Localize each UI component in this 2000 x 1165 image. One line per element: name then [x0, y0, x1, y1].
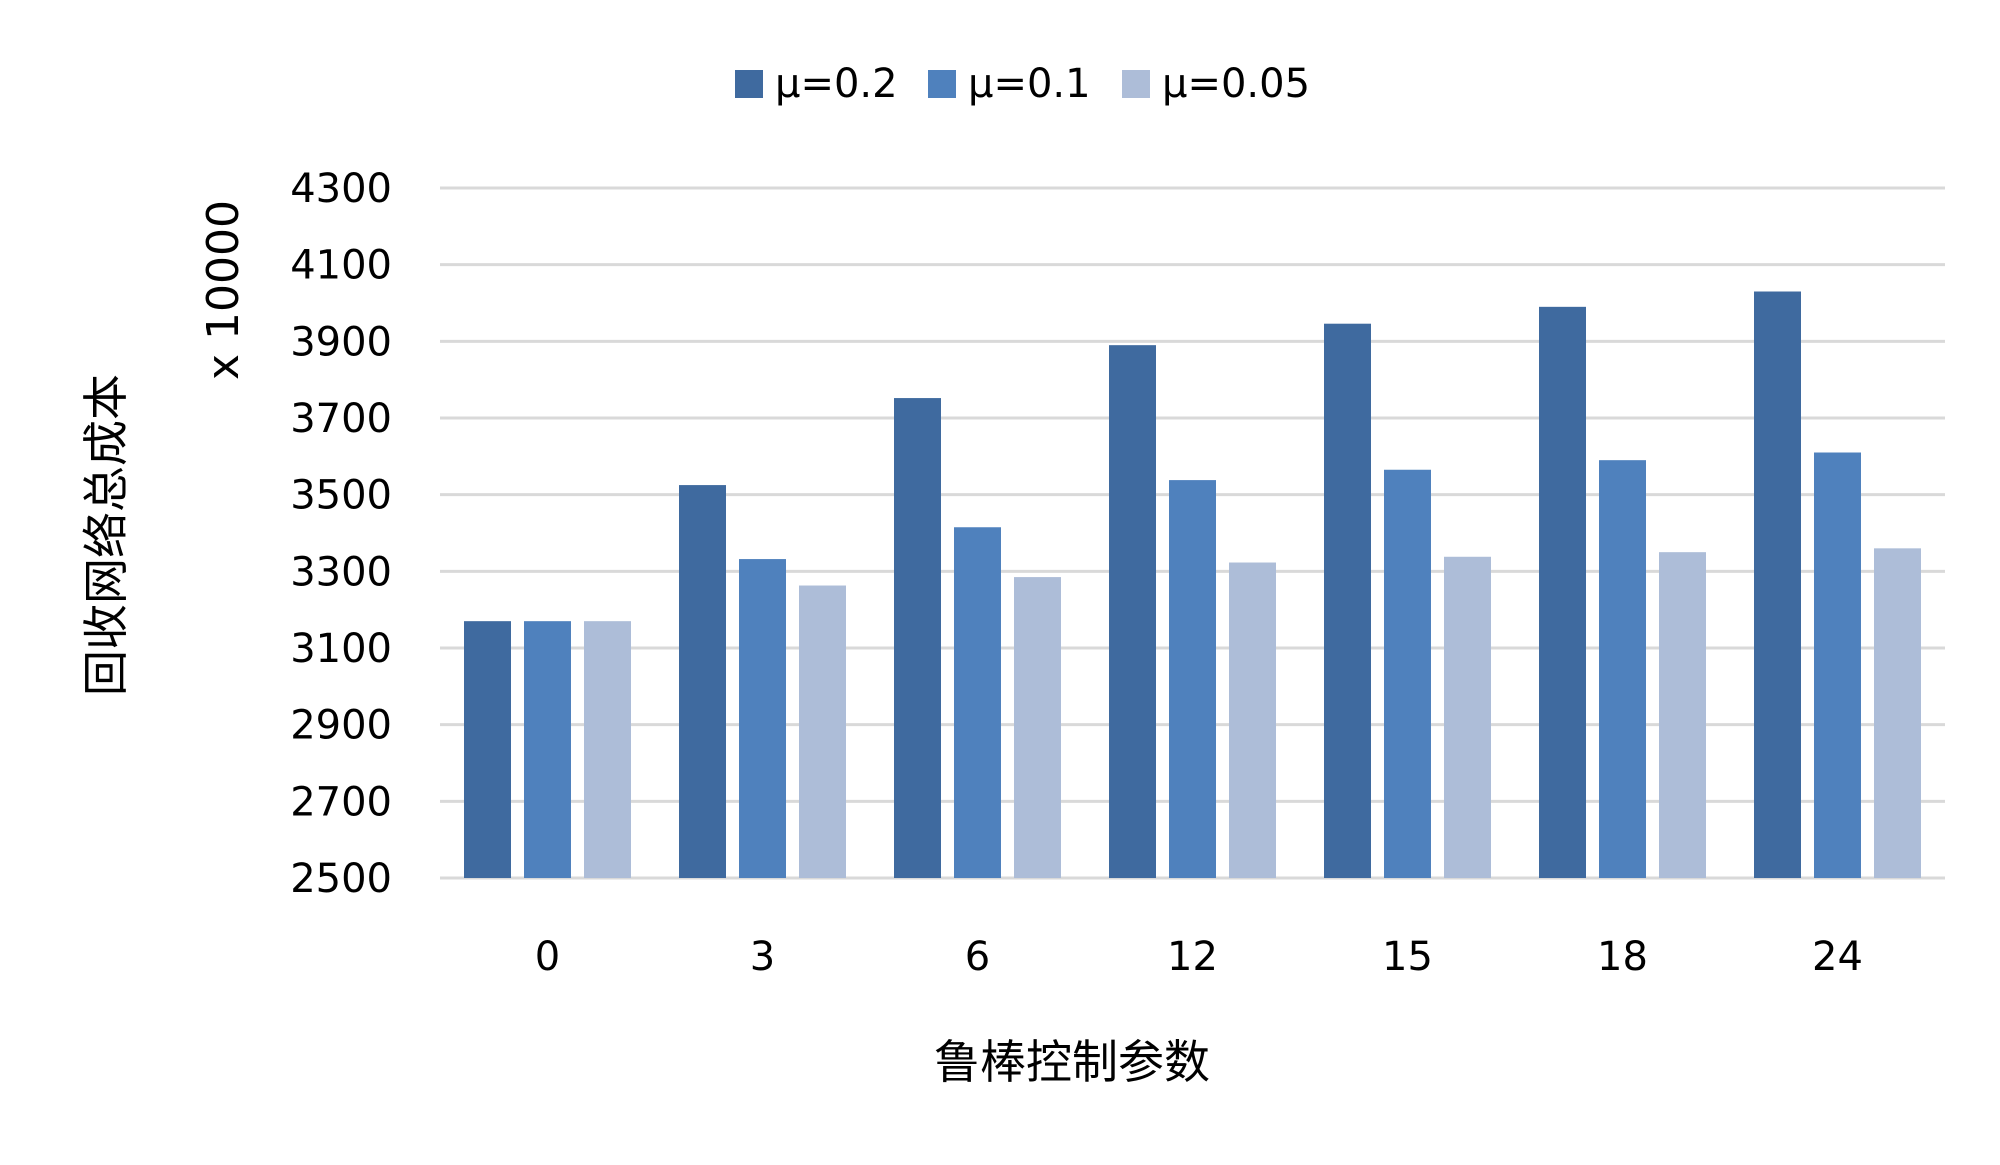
x-tick-label: 6: [965, 934, 990, 980]
y-tick-label: 2900: [290, 703, 392, 749]
bar-μ=0.05-12: [1229, 562, 1276, 878]
bar-μ=0.1-12: [1169, 480, 1216, 878]
x-tick-label: 0: [535, 934, 560, 980]
x-tick-label: 15: [1382, 934, 1433, 980]
y-tick-labels: 2500 2700 2900 3100 3300 3500 3700 3900 4100 4300: [290, 166, 392, 902]
y-axis-title: 回收网络总成本: [79, 374, 133, 696]
legend-label: μ=0.1: [968, 61, 1091, 107]
x-tick-label: 3: [750, 934, 775, 980]
bar-μ=0.2-12: [1109, 345, 1156, 879]
bar-μ=0.2-18: [1539, 306, 1586, 878]
bars: [464, 291, 1921, 879]
y-tick-label: 3500: [290, 473, 392, 519]
bar-μ=0.05-0: [584, 621, 631, 878]
legend-label: μ=0.2: [775, 61, 898, 107]
legend-swatch: [928, 70, 956, 98]
bar-μ=0.1-15: [1384, 469, 1431, 878]
bar-μ=0.1-6: [954, 527, 1001, 878]
y-axis-unit: x 10000: [198, 200, 249, 380]
x-tick-label: 24: [1812, 934, 1863, 980]
bar-μ=0.05-24: [1874, 548, 1921, 878]
bar-μ=0.2-0: [464, 621, 511, 878]
bar-μ=0.05-6: [1014, 577, 1061, 878]
y-tick-label: 4100: [290, 243, 392, 289]
bar-μ=0.2-3: [679, 485, 726, 878]
y-tick-label: 3700: [290, 396, 392, 442]
bar-μ=0.1-18: [1599, 460, 1646, 878]
bar-μ=0.05-15: [1444, 556, 1491, 878]
bar-μ=0.2-24: [1754, 291, 1801, 878]
y-tick-label: 3900: [290, 319, 392, 365]
bar-μ=0.1-3: [739, 559, 786, 878]
legend: μ=0.2 μ=0.1 μ=0.05: [735, 61, 1310, 107]
x-tick-labels: 0 3 6 12 15 18 24: [535, 934, 1863, 980]
bar-μ=0.1-0: [524, 621, 571, 878]
legend-swatch: [1122, 70, 1150, 98]
bar-μ=0.05-18: [1659, 552, 1706, 878]
x-tick-label: 18: [1597, 934, 1648, 980]
legend-label: μ=0.05: [1162, 61, 1310, 107]
y-tick-label: 4300: [290, 166, 392, 212]
bar-μ=0.2-15: [1324, 323, 1371, 878]
x-tick-label: 12: [1167, 934, 1218, 980]
y-tick-label: 2500: [290, 856, 392, 902]
y-tick-label: 3300: [290, 549, 392, 595]
bar-μ=0.1-24: [1814, 452, 1861, 878]
x-axis-title: 鲁棒控制参数: [934, 1035, 1210, 1089]
bar-μ=0.05-3: [799, 585, 846, 878]
y-tick-label: 3100: [290, 626, 392, 672]
y-tick-label: 2700: [290, 779, 392, 825]
legend-swatch: [735, 70, 763, 98]
bar-μ=0.2-6: [894, 398, 941, 878]
